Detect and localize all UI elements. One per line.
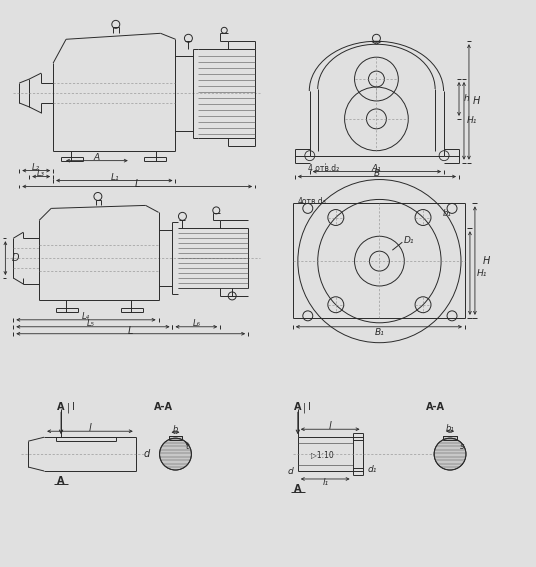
Text: A₁: A₁: [371, 164, 381, 173]
Text: b₁: b₁: [445, 424, 455, 433]
Text: l₁: l₁: [323, 479, 329, 488]
Text: B: B: [374, 169, 379, 178]
Text: H₁: H₁: [477, 269, 487, 278]
Text: d: d: [144, 449, 150, 459]
Text: L₂: L₂: [32, 163, 40, 172]
Text: A: A: [57, 476, 65, 486]
Text: H: H: [473, 96, 481, 106]
Text: D₁: D₁: [404, 236, 414, 245]
Text: I: I: [72, 403, 75, 412]
Text: A-A: A-A: [426, 403, 445, 412]
Text: I: I: [308, 403, 311, 412]
Text: l: l: [88, 423, 91, 433]
Text: ▷1:10: ▷1:10: [311, 450, 334, 459]
Text: h: h: [464, 95, 470, 103]
Text: s: s: [460, 442, 464, 451]
Text: b₁: b₁: [443, 209, 451, 218]
Text: L₆: L₆: [192, 319, 200, 328]
Text: L₁: L₁: [110, 173, 119, 182]
Text: B₁: B₁: [375, 328, 384, 337]
Polygon shape: [443, 436, 457, 440]
Text: A: A: [294, 403, 302, 412]
Text: L: L: [135, 179, 140, 188]
Text: l: l: [329, 421, 331, 431]
Text: 4отв.d₃: 4отв.d₃: [298, 197, 327, 206]
Text: t: t: [186, 442, 189, 451]
Text: |: |: [66, 402, 70, 413]
Text: L₄: L₄: [82, 312, 90, 321]
Text: H: H: [483, 256, 490, 266]
Text: 4 отв.d₂: 4 отв.d₂: [308, 164, 339, 173]
Text: A-A: A-A: [154, 403, 173, 412]
Text: L₃: L₃: [37, 169, 45, 178]
Text: A: A: [94, 153, 100, 162]
Circle shape: [160, 438, 191, 470]
Circle shape: [434, 438, 466, 470]
Text: |: |: [303, 402, 307, 413]
Text: b: b: [173, 425, 178, 434]
Text: L: L: [128, 326, 133, 336]
Text: A: A: [294, 484, 302, 494]
Text: d₁: d₁: [368, 464, 377, 473]
Polygon shape: [168, 436, 182, 440]
Text: H₁: H₁: [467, 116, 477, 125]
Text: d: d: [287, 467, 293, 476]
Text: D: D: [11, 253, 19, 263]
Text: A: A: [57, 403, 65, 412]
Text: L₅: L₅: [87, 319, 95, 328]
